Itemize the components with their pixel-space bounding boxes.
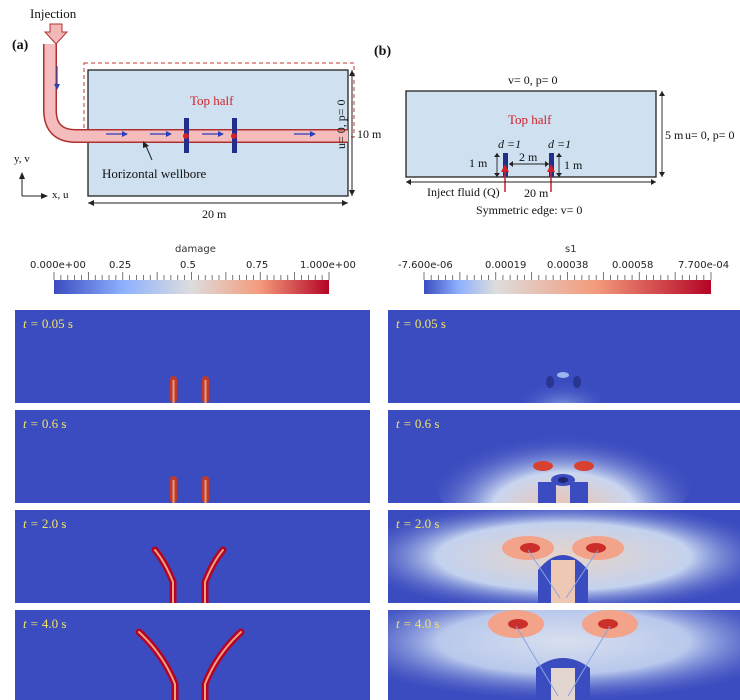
injection-label: Injection <box>30 6 77 21</box>
right-bc-label: u= 0, p= 0 <box>685 128 735 142</box>
width-label-a: 20 m <box>202 207 227 221</box>
colorbar-damage-title: damage <box>175 244 216 255</box>
bottom-bc-label: Symmetric edge: v= 0 <box>476 203 583 217</box>
s1-snapshot-4: t = 4.0 s <box>388 610 740 700</box>
time-label-s1-3: t = 2.0 s <box>396 516 440 531</box>
top-bc-label: v= 0, p= 0 <box>508 73 558 87</box>
damage-snapshot-2: t = 0.6 s <box>15 410 370 503</box>
d2-label: d =1 <box>548 137 572 151</box>
half-domain-rect <box>405 90 657 178</box>
time-label-3: t = 2.0 s <box>23 516 67 531</box>
d1-label: d =1 <box>498 137 522 151</box>
time-label-4: t = 4.0 s <box>23 616 67 631</box>
colorbar-s1-title: s1 <box>565 244 577 255</box>
time-label-s1-4: t = 4.0 s <box>396 616 440 631</box>
damage-snapshot-4: t = 4.0 s <box>15 610 370 700</box>
s1-tick-3: 0.00058 <box>612 260 654 271</box>
height-label-a: 10 m <box>357 127 382 141</box>
crack-right-label: 1 m <box>564 158 583 172</box>
s1-tick-1: 0.00019 <box>485 260 527 271</box>
time-label-1: t = 0.05 s <box>23 316 73 331</box>
colorbar-s1-bar <box>423 272 712 294</box>
panel-b-diagram <box>405 90 665 192</box>
s1-tick-4: 7.700e-04 <box>678 260 730 271</box>
damage-tick-3: 0.75 <box>246 260 269 271</box>
axis-y-label: y, v <box>14 153 30 165</box>
damage-snapshot-3: t = 2.0 s <box>15 510 370 603</box>
flow-arrows <box>54 66 316 137</box>
panel-b-label: (b) <box>374 44 392 59</box>
s1-snapshot-1: t = 0.05 s <box>388 310 740 403</box>
s1-tick-2: 0.00038 <box>547 260 589 271</box>
injection-arrow-icon <box>43 23 69 45</box>
left-bc-label: u= 0, p= 0 <box>334 99 348 149</box>
s1-tick-0: -7.600e-06 <box>398 260 453 271</box>
panel-a-label: (a) <box>12 38 29 53</box>
top-half-label-a: Top half <box>190 93 234 108</box>
panel-a-diagram <box>19 23 355 206</box>
top-half-label-b: Top half <box>508 112 552 127</box>
s1-snapshot-2: t = 0.6 s <box>388 410 740 503</box>
damage-tick-4: 1.000e+00 <box>300 260 356 271</box>
spacing-label: 2 m <box>519 150 538 164</box>
damage-tick-0: 0.000e+00 <box>30 260 86 271</box>
height-label-b: 5 m <box>665 128 684 142</box>
width-label-b: 20 m <box>524 186 549 200</box>
wellbore-label: Horizontal wellbore <box>102 166 207 181</box>
axis-x-label: x, u <box>52 189 69 201</box>
inject-label: Inject fluid (Q) <box>427 185 500 199</box>
time-label-s1-1: t = 0.05 s <box>396 316 446 331</box>
colorbar-damage-bar <box>53 272 330 294</box>
time-label-s1-2: t = 0.6 s <box>396 416 440 431</box>
damage-snapshot-1: t = 0.05 s <box>15 310 370 403</box>
s1-snapshot-3: t = 2.0 s <box>388 510 740 603</box>
crack-left-label: 1 m <box>469 156 488 170</box>
damage-tick-2: 0.5 <box>180 260 196 271</box>
time-label-2: t = 0.6 s <box>23 416 67 431</box>
damage-tick-1: 0.25 <box>109 260 132 271</box>
